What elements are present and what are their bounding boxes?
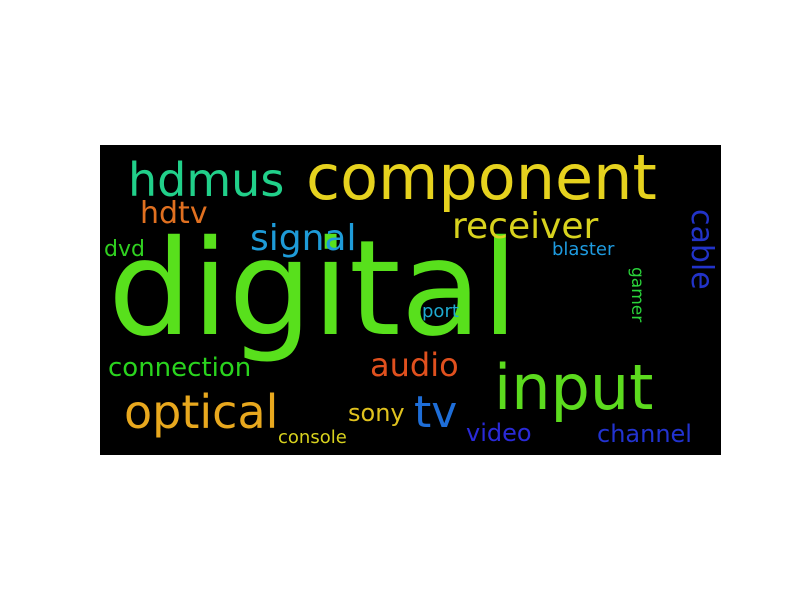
word-dvd: dvd	[104, 237, 145, 262]
word-audio: audio	[370, 346, 459, 384]
word-hdmus: hdmus	[128, 153, 285, 207]
word-video: video	[466, 419, 532, 447]
word-port: port	[422, 301, 459, 322]
word-channel: channel	[597, 420, 692, 448]
word-sony: sony	[348, 399, 405, 427]
word-gamer: gamer	[627, 267, 647, 323]
word-component: component	[306, 145, 657, 214]
word-digital: digital	[108, 212, 519, 366]
word-signal: signal	[250, 218, 357, 259]
word-connection: connection	[108, 353, 252, 383]
word-hdtv: hdtv	[140, 196, 208, 231]
word-cloud: digital component hdmus input optical re…	[100, 145, 721, 455]
word-blaster: blaster	[552, 239, 615, 260]
word-input: input	[494, 351, 654, 424]
word-console: console	[278, 427, 347, 448]
word-optical: optical	[124, 385, 279, 439]
word-tv: tv	[414, 387, 458, 438]
word-receiver: receiver	[452, 206, 599, 247]
word-cable: cable	[684, 209, 719, 290]
